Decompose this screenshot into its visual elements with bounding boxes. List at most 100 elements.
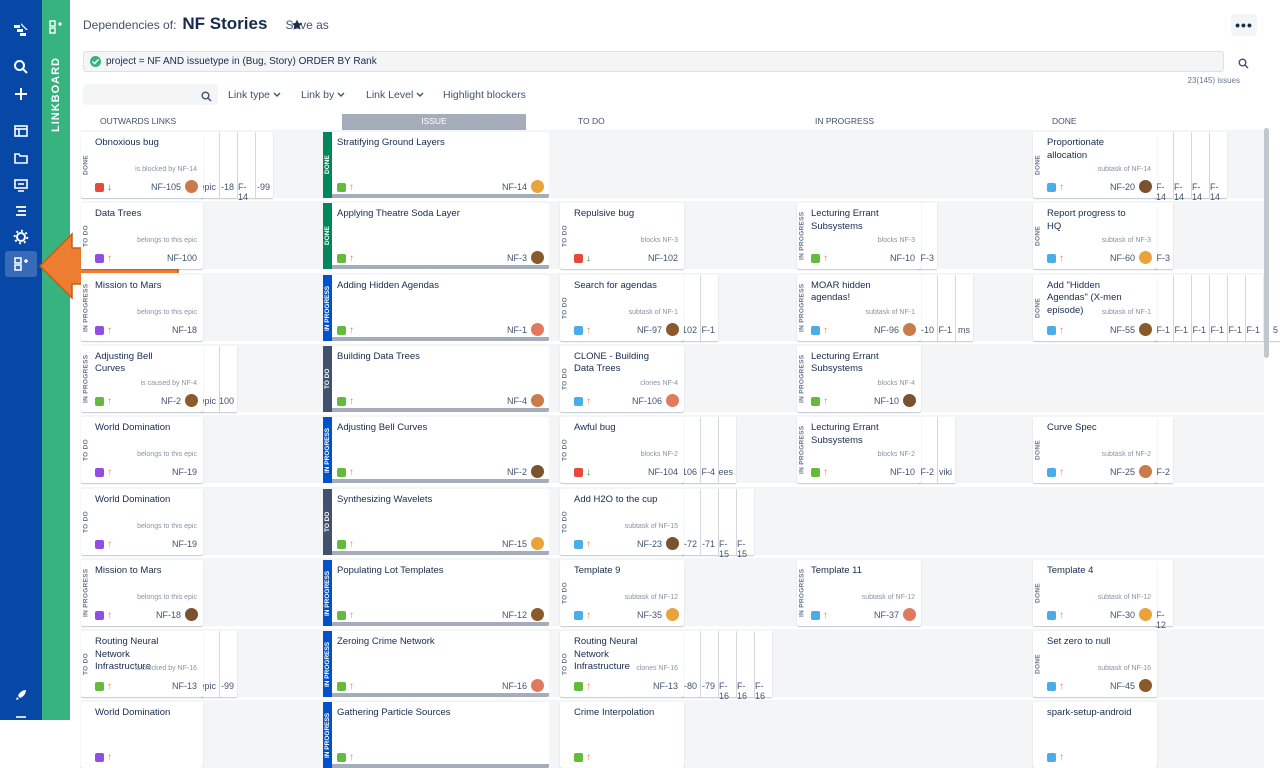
stacked-link-card[interactable]: F-1 — [1173, 274, 1191, 341]
issue-card[interactable]: IN PROGRESS Zeroing Crime Network ↑ NF-16 — [323, 631, 549, 698]
assignee-avatar[interactable] — [1138, 250, 1153, 266]
issue-key[interactable]: NF-13 — [171, 681, 197, 692]
stacked-link-card[interactable]: F-16 — [754, 631, 772, 701]
issue-key[interactable]: NF-14 — [501, 182, 527, 192]
issue-key[interactable]: NF-37 — [873, 609, 899, 620]
stacked-link-card[interactable]: F-16 — [718, 631, 736, 701]
issue-key[interactable]: NF-2 — [161, 395, 181, 406]
issue-key[interactable]: NF-96 — [873, 324, 899, 335]
stacked-link-card[interactable]: F-2 — [1155, 417, 1173, 484]
stacked-link-card[interactable]: F-2 — [919, 417, 937, 484]
issue-card[interactable]: IN PROGRESS Adding Hidden Agendas ↑ NF-1 — [323, 274, 549, 341]
linked-issue-card[interactable]: TO DO Data Trees belongs to this epic ↑ NF-1… — [81, 203, 203, 270]
settings-gear-icon[interactable] — [9, 225, 33, 249]
stacked-link-card[interactable]: F-1 — [937, 274, 955, 341]
linked-issue-card[interactable]: DONE Add "Hidden Agendas" (X-men episode)… — [1033, 274, 1157, 341]
stacked-link-card[interactable]: F-4 — [700, 417, 718, 484]
assignee-avatar[interactable] — [530, 678, 545, 694]
issue-key[interactable]: NF-55 — [1109, 324, 1135, 335]
stacked-link-card[interactable]: F-16 — [736, 631, 754, 701]
linked-issue-card[interactable]: DONE Report progress to HQ subtask of NF-3… — [1033, 203, 1157, 270]
dashboard-icon[interactable] — [9, 173, 33, 197]
stacked-link-card[interactable]: -72 — [682, 488, 700, 555]
stacked-link-card[interactable]: F-1 — [700, 274, 718, 341]
more-actions-button[interactable]: ••• — [1231, 14, 1257, 36]
stacked-link-card[interactable]: F-1 — [1227, 274, 1245, 341]
assignee-avatar[interactable] — [665, 535, 680, 551]
folder-icon[interactable] — [9, 146, 33, 170]
issue-key[interactable]: NF-100 — [166, 253, 197, 264]
issue-key[interactable]: NF-19 — [171, 538, 197, 549]
stacked-link-card[interactable]: F-3 — [1155, 203, 1173, 270]
issue-key[interactable]: NF-35 — [636, 609, 662, 620]
stacked-link-card[interactable]: ms — [955, 274, 973, 341]
issue-card[interactable]: IN PROGRESS Populating Lot Templates ↑ NF-1… — [323, 559, 549, 626]
assignee-avatar[interactable] — [530, 179, 545, 194]
jql-query-field[interactable]: project = NF AND issuetype in (Bug, Stor… — [83, 51, 1224, 72]
linked-issue-card[interactable]: TO DO World Domination belongs to this epi… — [81, 417, 203, 484]
vertical-scrollbar[interactable] — [1264, 128, 1269, 358]
issue-key[interactable]: NF-13 — [652, 681, 678, 692]
issue-card[interactable]: DONE Stratifying Ground Layers ↑ NF-14 — [323, 132, 549, 198]
stacked-link-card[interactable]: viki — [937, 417, 955, 484]
linked-issue-card[interactable]: TO DO Routing Neural Network Infrastructu… — [560, 631, 684, 698]
issue-key[interactable]: NF-19 — [171, 467, 197, 478]
linked-issue-card[interactable]: DONE Curve Spec subtask of NF-2 ↑ NF-25 — [1033, 417, 1157, 484]
stacked-link-card[interactable]: F-14 — [1155, 132, 1173, 202]
assignee-avatar[interactable] — [665, 392, 680, 408]
assignee-avatar[interactable] — [1138, 606, 1153, 622]
linked-issue-card[interactable]: IN PROGRESS MOAR hidden agendas! subtask o… — [797, 274, 921, 341]
assignee-avatar[interactable] — [902, 606, 917, 622]
stacked-link-card[interactable]: -71 — [700, 488, 718, 555]
linked-issue-card[interactable]: Crime Interpolation ↑ — [560, 702, 684, 768]
search-icon[interactable] — [9, 55, 33, 79]
stacked-link-card[interactable]: 100 — [219, 345, 237, 412]
linked-issue-card[interactable]: spark-setup-android ↑ — [1033, 702, 1157, 768]
assignee-avatar[interactable] — [665, 321, 680, 337]
linked-issue-card[interactable]: DONE Proportionate allocation subtask of N… — [1033, 132, 1157, 198]
linked-issue-card[interactable]: TO DO CLONE - Building Data Trees clones N… — [560, 345, 684, 412]
stacked-link-card[interactable]: F-14 — [1191, 132, 1209, 202]
stacked-link-card[interactable]: -18 — [219, 132, 237, 198]
linked-issue-card[interactable]: DONE Set zero to null subtask of NF-16 ↑ NF-… — [1033, 631, 1157, 698]
linked-issue-card[interactable]: DONE Obnoxious bug is blocked by NF-14 ↓ NF-… — [81, 132, 203, 198]
issue-key[interactable]: NF-10 — [889, 253, 915, 264]
linked-issue-card[interactable]: TO DO World Domination belongs to this epi… — [81, 488, 203, 555]
issue-key[interactable]: NF-25 — [1109, 467, 1135, 478]
assignee-avatar[interactable] — [184, 392, 199, 408]
stacked-link-card[interactable]: F-1 — [1191, 274, 1209, 341]
issue-key[interactable]: NF-106 — [631, 395, 662, 406]
linked-issue-card[interactable]: IN PROGRESS Mission to Mars belongs to thi… — [81, 274, 203, 341]
linked-issue-card[interactable]: IN PROGRESS Template 11 subtask of NF-12 ↑ N… — [797, 559, 921, 626]
linked-issue-card[interactable]: World Domination ↑ — [81, 702, 203, 768]
stacked-link-card[interactable]: 102 — [682, 274, 700, 341]
issue-key[interactable]: NF-15 — [501, 538, 527, 549]
link-by-dropdown[interactable]: Link by — [301, 89, 345, 101]
assignee-avatar[interactable] — [665, 606, 680, 622]
stacked-link-card[interactable]: -80 — [682, 631, 700, 698]
issue-key[interactable]: NF-97 — [636, 324, 662, 335]
issue-key[interactable]: NF-4 — [507, 395, 527, 406]
highlight-blockers-button[interactable]: Highlight blockers — [443, 89, 526, 101]
issue-key[interactable]: NF-45 — [1109, 681, 1135, 692]
rocket-icon[interactable] — [9, 683, 33, 707]
stacked-link-card[interactable]: F-14 — [237, 132, 255, 202]
linked-issue-card[interactable]: TO DO Awful bug blocks NF-2 ↓ NF-104 — [560, 417, 684, 484]
linked-issue-card[interactable]: IN PROGRESS Adjusting Bell Curves is cause… — [81, 345, 203, 412]
linked-issue-card[interactable]: TO DO Add H2O to the cup subtask of NF-15 ↑… — [560, 488, 684, 555]
assignee-avatar[interactable] — [530, 535, 545, 551]
linkboard-rail-icon[interactable] — [49, 20, 63, 39]
stacked-link-card[interactable]: -10 — [919, 274, 937, 341]
issue-key[interactable]: NF-23 — [636, 538, 662, 549]
assignee-avatar[interactable] — [530, 392, 545, 408]
issue-card[interactable]: DONE Applying Theatre Soda Layer ↑ NF-3 — [323, 203, 549, 270]
stacked-link-card[interactable]: F-1 — [1155, 274, 1173, 341]
stacked-link-card[interactable]: -79 — [700, 631, 718, 698]
issue-key[interactable]: NF-3 — [507, 253, 527, 264]
create-icon[interactable] — [9, 82, 33, 106]
issue-key[interactable]: NF-1 — [507, 324, 527, 335]
link-type-dropdown[interactable]: Link type — [228, 89, 281, 101]
stacked-link-card[interactable]: F-15 — [736, 488, 754, 559]
stacked-link-card[interactable]: F-1 — [1245, 274, 1263, 341]
assignee-avatar[interactable] — [530, 250, 545, 266]
